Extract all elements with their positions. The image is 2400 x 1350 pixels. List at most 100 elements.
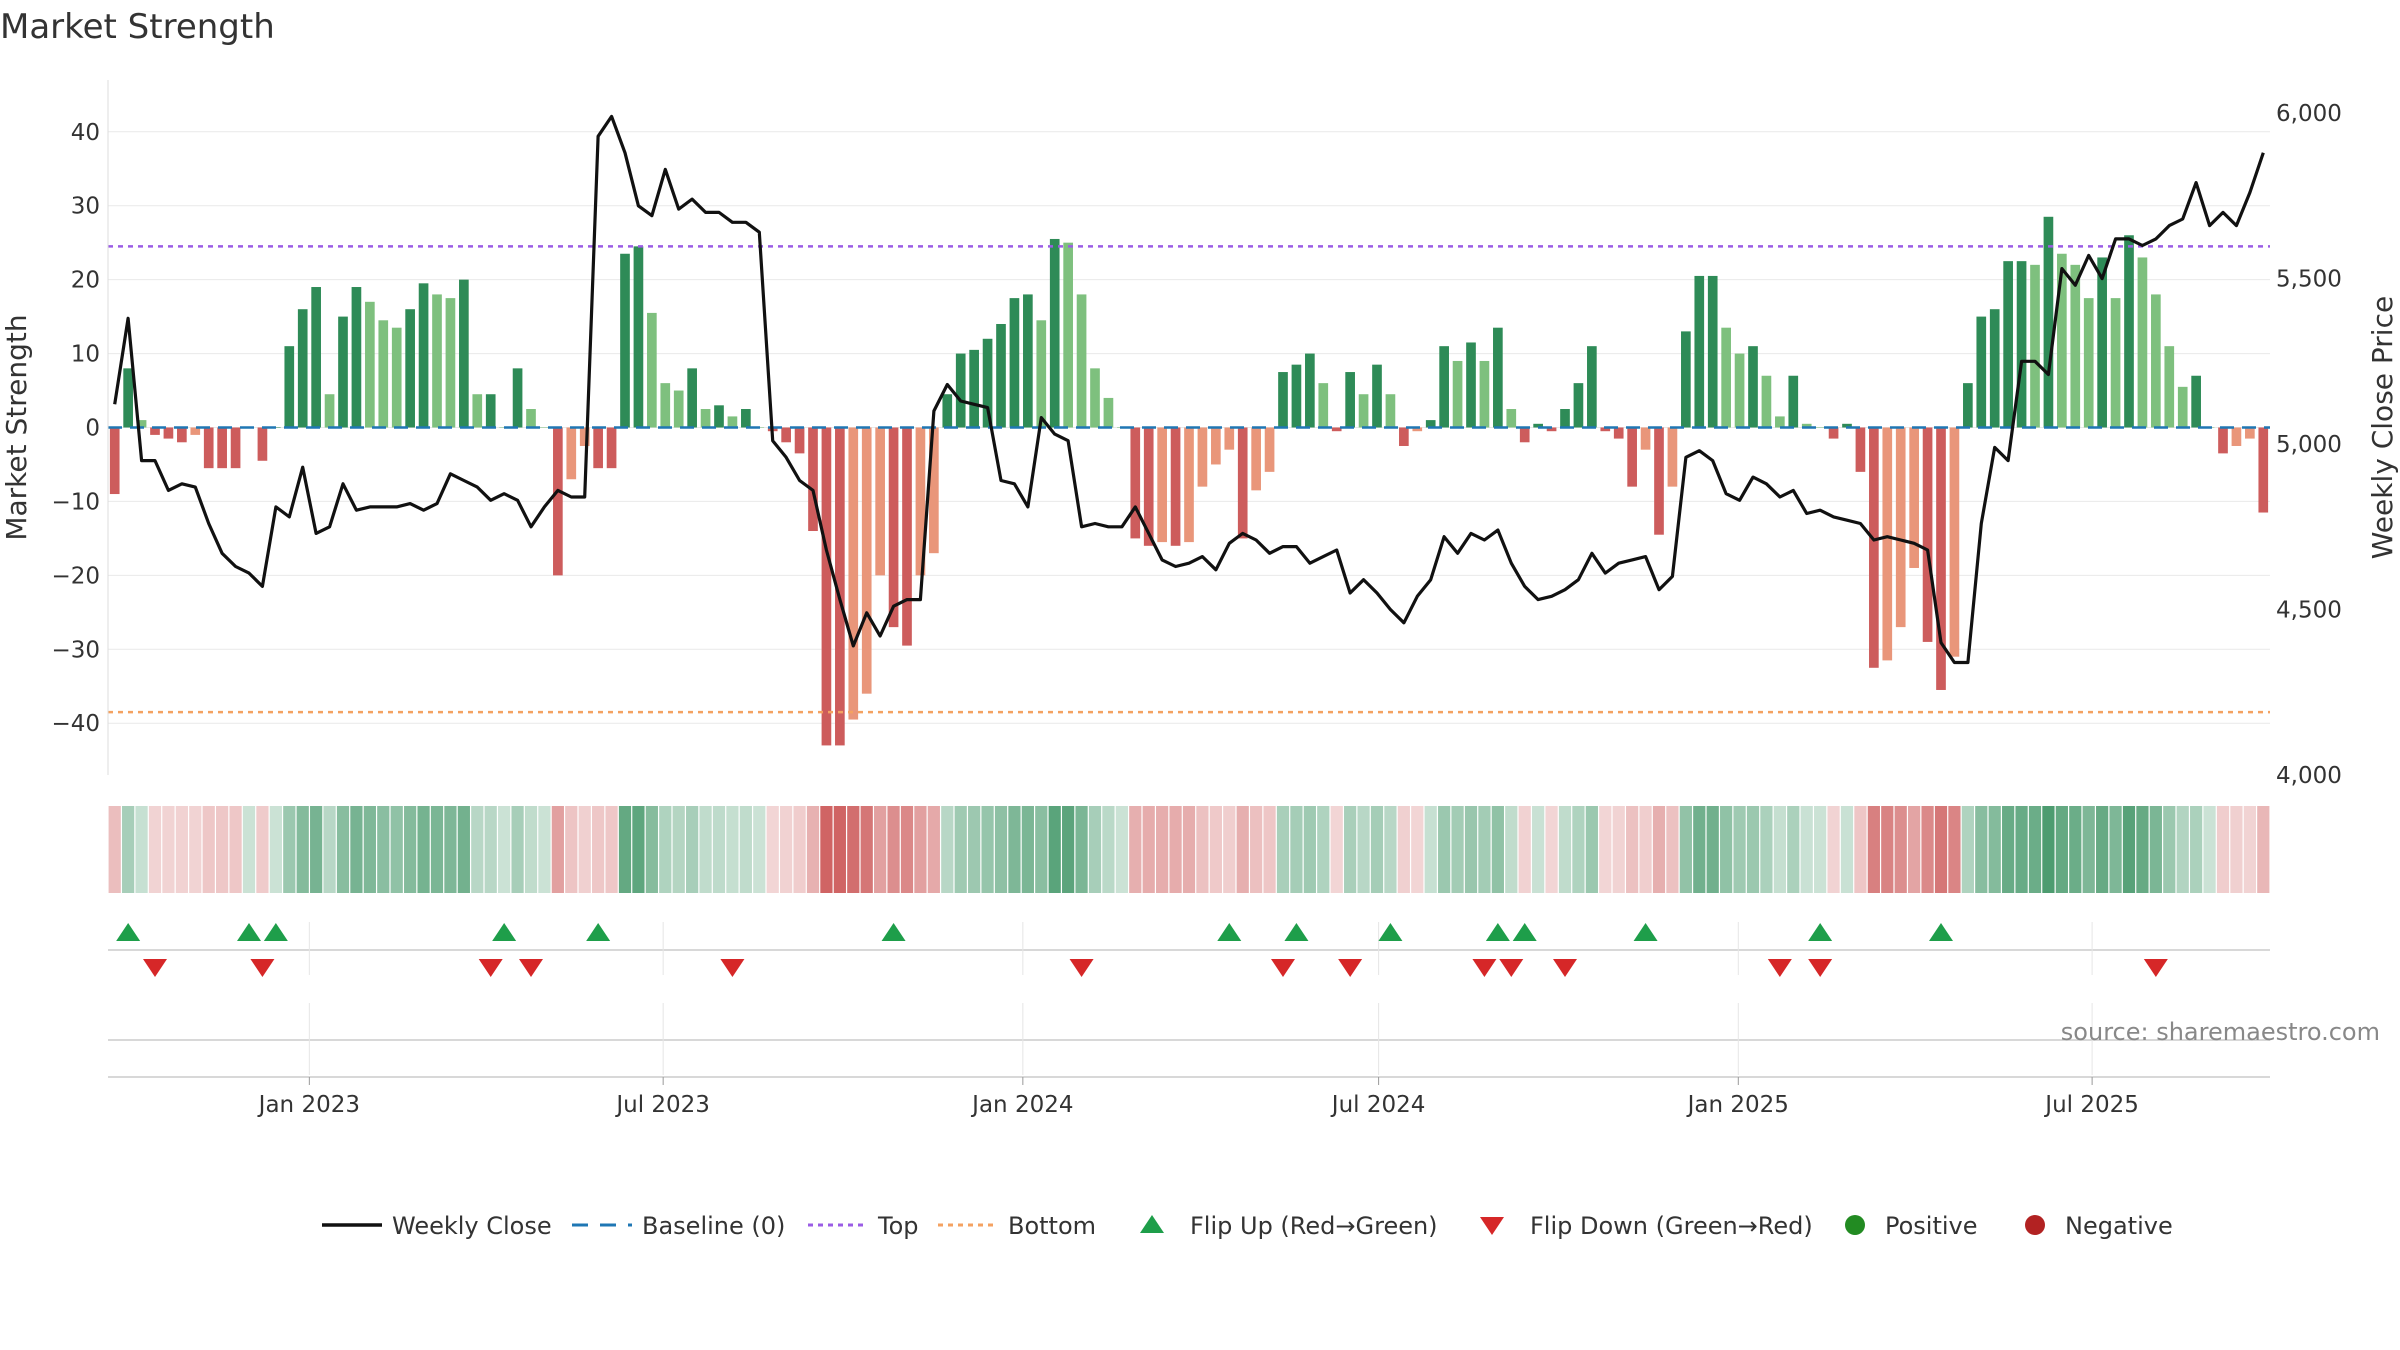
strength-bar [1103, 397, 1114, 428]
heat-cell [2122, 806, 2136, 893]
heat-cell [511, 806, 524, 893]
flip-up-marker [1633, 923, 1658, 941]
strength-bar [902, 427, 912, 646]
heat-cell [1787, 806, 1800, 893]
heat-cell [2082, 806, 2095, 893]
strength-bar [1318, 383, 1329, 428]
flip-down-marker [250, 959, 275, 977]
strength-bar [1694, 275, 1705, 428]
flip-down-marker [1338, 959, 1363, 977]
heat-cell [1115, 806, 1128, 893]
heat-cell [1303, 806, 1316, 893]
heat-cell [820, 806, 833, 893]
strength-bar [1640, 427, 1651, 450]
strength-bar [794, 427, 805, 454]
flip-down-marker [143, 959, 167, 977]
strength-bar [1546, 427, 1557, 432]
heat-cell [189, 806, 202, 893]
legend-label: Top [877, 1212, 919, 1240]
heat-cell [753, 806, 766, 893]
heat-cell [1612, 806, 1625, 893]
strength-bar [284, 346, 295, 428]
strength-bar [1855, 427, 1866, 472]
strength-bar [1305, 353, 1315, 428]
heat-cell [471, 806, 484, 893]
flip-up-marker [492, 923, 517, 941]
strength-bar [338, 316, 348, 428]
heat-cell [363, 806, 376, 893]
heat-cell [2109, 806, 2122, 893]
strength-bar [378, 320, 389, 428]
strength-bar [942, 394, 953, 428]
heat-cell [1290, 806, 1303, 893]
strength-bar [1211, 427, 1221, 465]
heat-cell [1733, 806, 1746, 893]
heat-cell [766, 806, 779, 893]
strength-bar [673, 390, 684, 428]
heat-cell [686, 806, 699, 893]
strength-bar [445, 298, 456, 428]
heat-cell [887, 806, 900, 893]
strength-bar [620, 253, 630, 428]
strength-bar [2245, 427, 2255, 439]
heat-cell [1075, 806, 1088, 893]
strength-bar [1748, 346, 1758, 428]
flip-down-marker [720, 959, 745, 977]
legend-label: Negative [2065, 1212, 2173, 1240]
heat-cell [498, 806, 511, 893]
heat-cell [2243, 806, 2256, 893]
strength-bar [1815, 427, 1825, 428]
heat-cell [148, 806, 162, 893]
strength-bar [888, 427, 899, 628]
heat-cell [1169, 806, 1182, 893]
heat-cell [1908, 806, 1921, 893]
heat-cell [1639, 806, 1652, 893]
heat-cell [242, 806, 256, 893]
y-left-tick-label: 30 [71, 194, 100, 220]
strength-bar [1573, 383, 1584, 428]
strength-bar [1425, 420, 1436, 428]
strength-bar [1076, 294, 1087, 428]
strength-bar [136, 420, 147, 428]
strength-bar [633, 246, 644, 428]
flip-up-marker [1929, 923, 1953, 941]
y-left-tick-label: −10 [51, 489, 100, 515]
y-left-tick-label: 10 [71, 342, 100, 368]
heat-cell [699, 806, 712, 893]
heat-cell [417, 806, 430, 893]
legend-item: Baseline (0) [572, 1212, 785, 1240]
legend-swatch [1140, 1215, 1164, 1233]
heat-cell [1438, 806, 1451, 893]
heat-cell [269, 806, 282, 893]
strength-bar [2030, 264, 2040, 428]
strength-bar [2016, 261, 2027, 428]
flip-down-marker [1553, 959, 1577, 977]
strength-bar [418, 283, 429, 428]
strength-bar [1278, 372, 1288, 428]
heat-cell [645, 806, 658, 893]
heat-cell [1679, 806, 1692, 893]
heat-cell [2042, 806, 2055, 893]
heat-cell [1223, 806, 1236, 893]
strength-bar [1560, 409, 1570, 428]
strength-bar [365, 301, 375, 428]
strength-bar [163, 427, 174, 439]
legend-item: Negative [2025, 1212, 2173, 1240]
heat-cell [1263, 806, 1276, 893]
strength-bars [109, 216, 2269, 746]
heat-cell [283, 806, 296, 893]
heat-cell [524, 806, 538, 893]
strength-bar [2137, 257, 2148, 428]
heat-cell [1317, 806, 1330, 893]
flip-up-marker [263, 923, 288, 941]
strength-bar [1681, 331, 1691, 428]
x-axis: Jan 2023 Jul 2023 Jan 2024 Jul 2024 Jan 2025… [108, 1076, 2270, 1118]
strength-bar [1157, 427, 1167, 543]
heat-cell [1209, 806, 1222, 893]
strength-bar [1936, 427, 1946, 690]
strength-bar [2097, 257, 2107, 428]
strength-bar [177, 427, 187, 443]
strength-bar [929, 427, 939, 554]
strength-bar [700, 409, 711, 428]
